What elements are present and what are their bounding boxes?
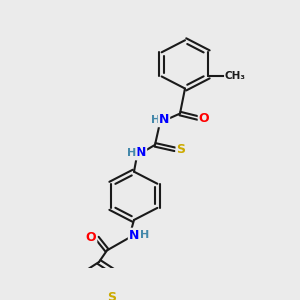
Text: N: N	[129, 229, 139, 242]
Text: O: O	[86, 231, 96, 244]
Text: N: N	[159, 113, 169, 126]
Text: H: H	[140, 230, 150, 240]
Text: H: H	[152, 115, 160, 125]
Text: CH₃: CH₃	[225, 71, 246, 81]
Text: H: H	[128, 148, 136, 158]
Text: N: N	[136, 146, 146, 159]
Text: O: O	[199, 112, 209, 124]
Text: S: S	[107, 291, 116, 300]
Text: S: S	[176, 143, 185, 156]
